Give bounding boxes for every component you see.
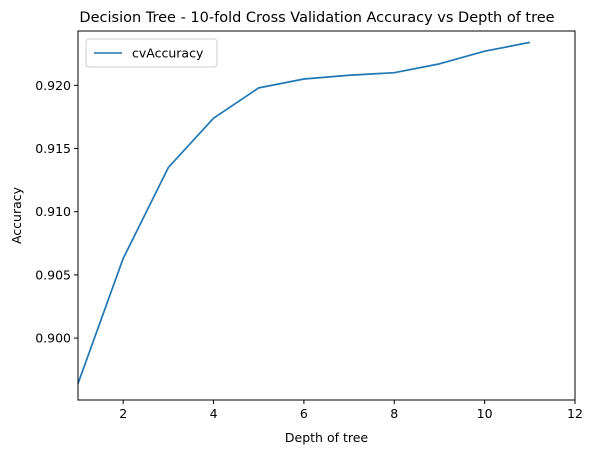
x-axis-label: Depth of tree xyxy=(285,430,369,445)
plot-area xyxy=(78,31,575,400)
y-tick-label: 0.920 xyxy=(35,78,71,93)
plot-frame xyxy=(77,30,576,401)
y-axis-ticks: 0.900 0.905 0.910 0.915 0.920 xyxy=(35,78,78,346)
x-tick-label: 4 xyxy=(210,406,218,421)
series-layer xyxy=(77,41,530,384)
y-tick-label: 0.900 xyxy=(35,331,71,346)
x-tick-label: 10 xyxy=(477,406,493,421)
x-tick-label: 6 xyxy=(300,406,308,421)
y-tick-label: 0.915 xyxy=(35,141,71,156)
legend-label-cvaccuracy: cvAccuracy xyxy=(132,46,204,61)
y-tick-label: 0.910 xyxy=(35,204,71,219)
series-line-cvaccuracy xyxy=(77,41,530,384)
x-axis-ticks: 2 4 6 8 10 12 xyxy=(119,400,583,421)
x-tick-label: 2 xyxy=(119,406,127,421)
x-tick-label: 12 xyxy=(567,406,583,421)
y-tick-label: 0.905 xyxy=(35,267,71,282)
x-tick-label: 8 xyxy=(390,406,398,421)
legend: cvAccuracy xyxy=(85,38,218,68)
y-axis-label: Accuracy xyxy=(9,186,24,244)
legend-box xyxy=(85,38,218,68)
chart-title: Decision Tree - 10-fold Cross Validation… xyxy=(79,10,554,26)
